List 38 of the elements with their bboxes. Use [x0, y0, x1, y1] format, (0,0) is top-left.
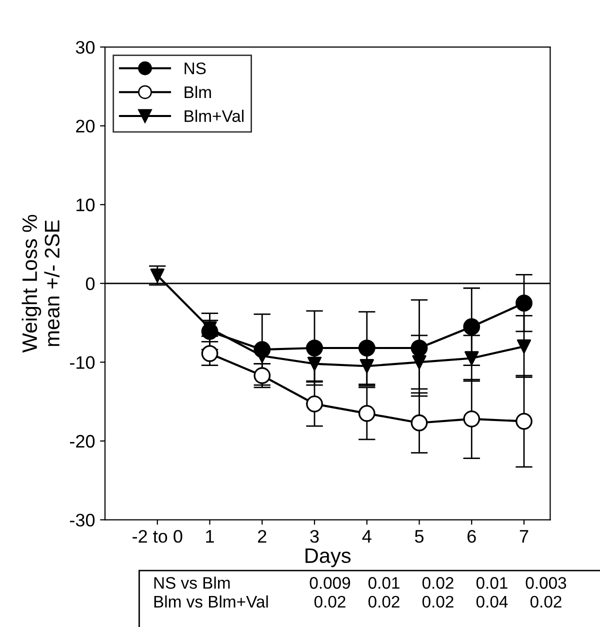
text: 0.02	[422, 577, 454, 589]
text: 0.01	[368, 577, 400, 589]
text: Blm vs Blm+Val	[154, 595, 268, 608]
x-tick-label: 6	[468, 530, 476, 543]
legend-label: Blm	[184, 86, 211, 98]
legend-label: Blm+Val	[184, 110, 244, 122]
x-tick-label: 1	[206, 530, 214, 543]
text: 0.009	[310, 577, 350, 589]
x-axis-title: Days	[306, 548, 351, 568]
x-tick-label: -2 to 0	[132, 530, 182, 543]
text: 0.02	[530, 596, 562, 608]
x-tick-label: 3	[310, 530, 319, 543]
y-tick-label: 20	[76, 120, 95, 133]
x-tick-label: 2	[258, 530, 266, 543]
y-tick-label: 0	[86, 277, 95, 290]
text: 0.003	[526, 577, 566, 589]
x-tick-label: 4	[362, 530, 372, 543]
point	[307, 356, 322, 371]
text: 0.02	[422, 596, 454, 608]
y-tick-label: 30	[76, 40, 95, 54]
legend-label: NS	[184, 62, 206, 74]
y-tick-label: 10	[76, 198, 95, 212]
text: 0.01	[476, 577, 508, 589]
text: 0.02	[314, 596, 346, 608]
text: 0.04	[476, 596, 508, 608]
text: 0.02	[368, 596, 400, 608]
text: NS vs Blm	[154, 576, 230, 589]
x-tick-label: 7	[520, 530, 528, 543]
y-tick-label: -10	[70, 356, 95, 369]
point	[360, 359, 374, 374]
y-tick-label: -30	[70, 514, 95, 527]
x-tick-label: 5	[414, 530, 424, 543]
point	[516, 339, 532, 354]
point	[150, 268, 164, 283]
point	[464, 351, 479, 366]
y-tick-label: -20	[70, 434, 95, 448]
point	[412, 355, 426, 370]
y-axis-title: Weight Loss % mean +/- 2SE	[22, 214, 60, 353]
